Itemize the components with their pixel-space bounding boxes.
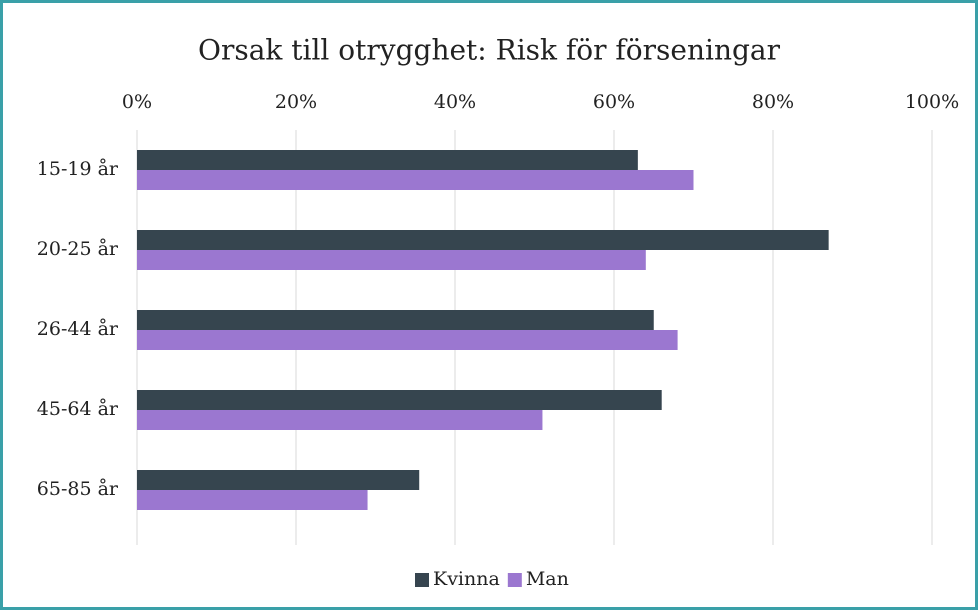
bar	[137, 250, 646, 270]
legend-label: Kvinna	[433, 568, 500, 590]
x-tick-label: 0%	[122, 91, 152, 113]
legend-label: Man	[526, 568, 569, 590]
bar	[137, 230, 829, 250]
x-tick-label: 40%	[434, 91, 476, 113]
bar	[137, 330, 678, 350]
bar	[137, 490, 368, 510]
x-tick-label: 60%	[593, 91, 635, 113]
bar	[137, 310, 654, 330]
bar	[137, 170, 694, 190]
x-tick-label: 100%	[905, 91, 959, 113]
x-tick-label: 80%	[752, 91, 794, 113]
y-tick-label: 45-64 år	[37, 398, 119, 420]
y-tick-label: 20-25 år	[37, 238, 119, 260]
x-tick-label: 20%	[275, 91, 317, 113]
legend-swatch	[507, 573, 522, 587]
legend-swatch	[415, 573, 429, 587]
y-tick-label: 15-19 år	[37, 158, 119, 180]
y-tick-label: 65-85 år	[37, 478, 119, 500]
y-tick-label: 26-44 år	[37, 318, 119, 340]
bar	[137, 150, 638, 170]
bar	[137, 470, 420, 490]
bar	[137, 390, 662, 410]
bar	[137, 410, 543, 430]
chart-title: Orsak till otrygghet: Risk för försening…	[198, 34, 781, 67]
